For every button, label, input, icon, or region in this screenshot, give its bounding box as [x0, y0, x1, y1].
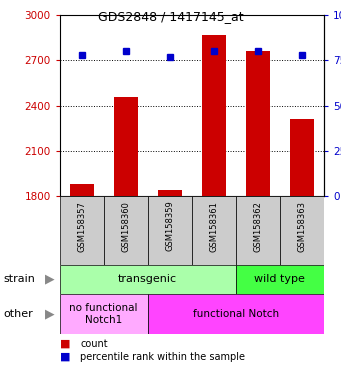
Bar: [114, 96, 138, 196]
Text: GDS2848 / 1417145_at: GDS2848 / 1417145_at: [98, 10, 243, 23]
Text: percentile rank within the sample: percentile rank within the sample: [80, 352, 245, 362]
Text: strain: strain: [3, 274, 35, 285]
Text: ▶: ▶: [45, 308, 54, 320]
Bar: [202, 35, 226, 196]
Text: GSM158357: GSM158357: [77, 201, 86, 252]
Bar: [60, 265, 236, 294]
Bar: [246, 51, 270, 196]
Bar: [280, 196, 324, 265]
Text: count: count: [80, 339, 108, 349]
Text: GSM158363: GSM158363: [297, 201, 307, 252]
Bar: [148, 294, 324, 334]
Bar: [290, 119, 314, 196]
Bar: [60, 294, 148, 334]
Text: GSM158360: GSM158360: [121, 201, 130, 252]
Text: no functional
Notch1: no functional Notch1: [70, 303, 138, 325]
Bar: [236, 196, 280, 265]
Bar: [60, 196, 104, 265]
Text: wild type: wild type: [254, 274, 305, 285]
Bar: [104, 196, 148, 265]
Text: functional Notch: functional Notch: [193, 309, 279, 319]
Text: ▶: ▶: [45, 273, 54, 286]
Bar: [236, 265, 324, 294]
Bar: [70, 184, 94, 196]
Bar: [148, 196, 192, 265]
Text: GSM158361: GSM158361: [209, 201, 218, 252]
Text: ■: ■: [60, 339, 70, 349]
Bar: [158, 190, 182, 196]
Bar: [192, 196, 236, 265]
Text: ■: ■: [60, 352, 70, 362]
Text: transgenic: transgenic: [118, 274, 177, 285]
Text: GSM158362: GSM158362: [253, 201, 262, 252]
Text: other: other: [3, 309, 33, 319]
Text: GSM158359: GSM158359: [165, 201, 174, 252]
